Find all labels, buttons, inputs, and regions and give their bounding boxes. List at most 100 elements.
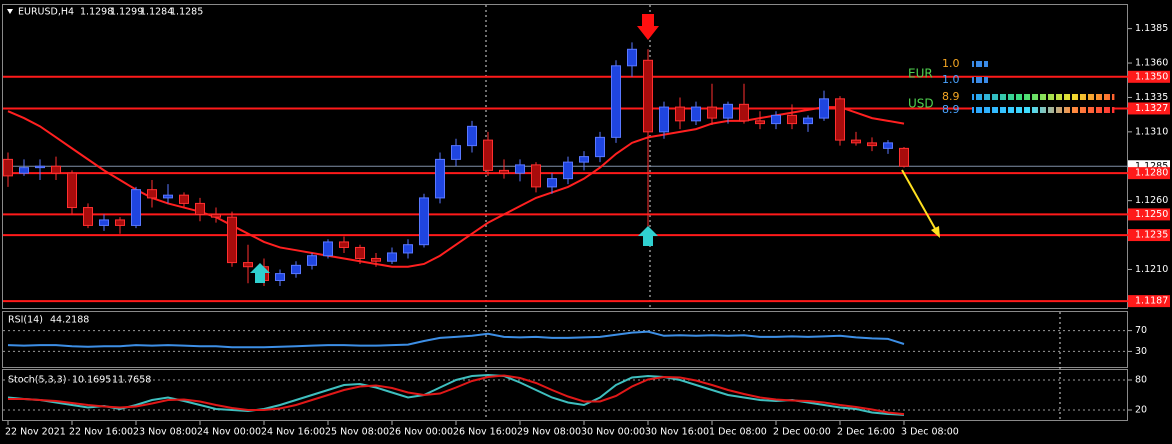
x-tick-label: 2 Dec 00:00 <box>773 427 831 438</box>
buy-arrow <box>638 226 658 246</box>
header-high: 1.1299 <box>110 7 143 18</box>
x-tick-label: 25 Nov 08:00 <box>325 427 389 438</box>
level-label-box <box>1128 295 1170 308</box>
candle-body <box>547 178 557 188</box>
candle-body <box>163 194 173 199</box>
candle-body <box>243 262 253 268</box>
candle-body <box>627 48 637 67</box>
strength-value: 1.0 <box>942 57 960 70</box>
candle-body <box>707 106 717 119</box>
x-tick-label: 22 Nov 2021 <box>5 427 66 438</box>
header-low: 1.1284 <box>140 7 173 18</box>
candle-body <box>355 246 365 259</box>
candle-body <box>35 165 45 169</box>
candle-body <box>595 136 605 158</box>
current-price-label: 1.1285 <box>1135 161 1168 172</box>
level-label-box <box>1128 102 1170 115</box>
level-label: 1.1250 <box>1135 209 1168 220</box>
strength-value: 8.9 <box>942 90 960 103</box>
level-label-box <box>1128 208 1170 221</box>
y-tick-label: 70 <box>1135 325 1147 336</box>
candle-body <box>643 59 653 133</box>
candle-body <box>531 164 541 188</box>
stoch-main-value: 10.1695 <box>72 375 111 386</box>
candle-body <box>659 106 669 133</box>
marks: 1.1385 1.1360 1.1335 1.1310 1.1260 1.1210 1.12… <box>3 23 1170 438</box>
level-label-box <box>1128 70 1170 83</box>
rsi-value: 44.2188 <box>50 315 89 326</box>
level-label: 1.1187 <box>1135 296 1168 307</box>
frames <box>2 4 1128 421</box>
candle-body <box>883 142 893 149</box>
indicator-line <box>8 374 905 416</box>
level-label: 1.1235 <box>1135 230 1168 241</box>
x-tick-label: 30 Nov 00:00 <box>581 427 645 438</box>
symbol-title: EURUSD,H4 <box>18 7 74 18</box>
candle-body <box>467 125 477 147</box>
candle-body <box>739 103 749 122</box>
candle-body <box>67 172 77 209</box>
candle-body <box>435 158 445 199</box>
candle-body <box>227 216 237 264</box>
x-tick-label: 3 Dec 08:00 <box>901 427 959 438</box>
candle-body <box>291 264 301 275</box>
candle-body <box>275 273 285 281</box>
menu-triangle[interactable] <box>7 9 13 14</box>
candle-body <box>563 161 573 180</box>
sell-arrow <box>637 14 659 40</box>
candle-body <box>899 147 909 167</box>
candle-body <box>339 241 349 248</box>
level-label: 1.1350 <box>1135 71 1168 82</box>
x-tick-label: 29 Nov 08:00 <box>517 427 581 438</box>
candle-body <box>387 252 397 262</box>
candle-body <box>819 98 829 119</box>
strength-bar-gaps <box>972 94 1115 100</box>
x-tick-label: 24 Nov 16:00 <box>261 427 325 438</box>
candle-body <box>755 120 765 125</box>
candle-body <box>787 114 797 125</box>
indicator-line <box>7 373 905 416</box>
level-label-box <box>1128 167 1170 180</box>
main-panel-frame <box>2 4 1128 309</box>
candle-body <box>803 117 813 125</box>
y-tick-label: 1.1210 <box>1135 264 1168 275</box>
candle-body <box>451 145 461 160</box>
rsi-panel-frame <box>2 311 1128 368</box>
stoch-signal-value: 11.7658 <box>112 375 151 386</box>
candle-body <box>611 65 621 138</box>
candle-body <box>835 98 845 141</box>
candle-body <box>195 202 205 215</box>
candle-body <box>99 219 109 226</box>
candle-body <box>691 106 701 122</box>
candle-body <box>771 114 781 125</box>
period-separators <box>485 5 1061 420</box>
x-tick-label: 1 Dec 08:00 <box>709 427 767 438</box>
candle-body <box>51 165 61 174</box>
strength-bar-gaps <box>972 107 1115 113</box>
forecast-arrow <box>901 169 938 233</box>
currency-name: EUR <box>908 67 933 81</box>
signals <box>250 14 940 283</box>
y-tick-label: 1.1385 <box>1135 23 1168 34</box>
buy-arrow <box>250 263 270 283</box>
candle-body <box>147 189 157 199</box>
x-tick-label: 2 Dec 16:00 <box>837 427 895 438</box>
strength-bar-gaps <box>972 77 988 83</box>
candle-body <box>419 197 429 246</box>
rsi-title: RSI(14) <box>8 315 43 326</box>
candle-body <box>403 244 413 254</box>
forecast-arrowhead <box>931 226 940 238</box>
y-tick-label: 1.1335 <box>1135 92 1168 103</box>
candle-body <box>499 169 509 174</box>
candle-body <box>211 213 221 218</box>
x-tick-label: 23 Nov 08:00 <box>133 427 197 438</box>
strength-bar-gaps <box>972 61 988 67</box>
candle-body <box>579 156 589 163</box>
level-label: 1.1280 <box>1135 168 1168 179</box>
y-tick-label: 1.1360 <box>1135 58 1168 69</box>
candle-body <box>115 219 125 226</box>
y-tick-label: 80 <box>1135 375 1147 386</box>
candle-body <box>723 103 733 119</box>
stoch-title: Stoch(5,3,3) <box>8 375 66 386</box>
